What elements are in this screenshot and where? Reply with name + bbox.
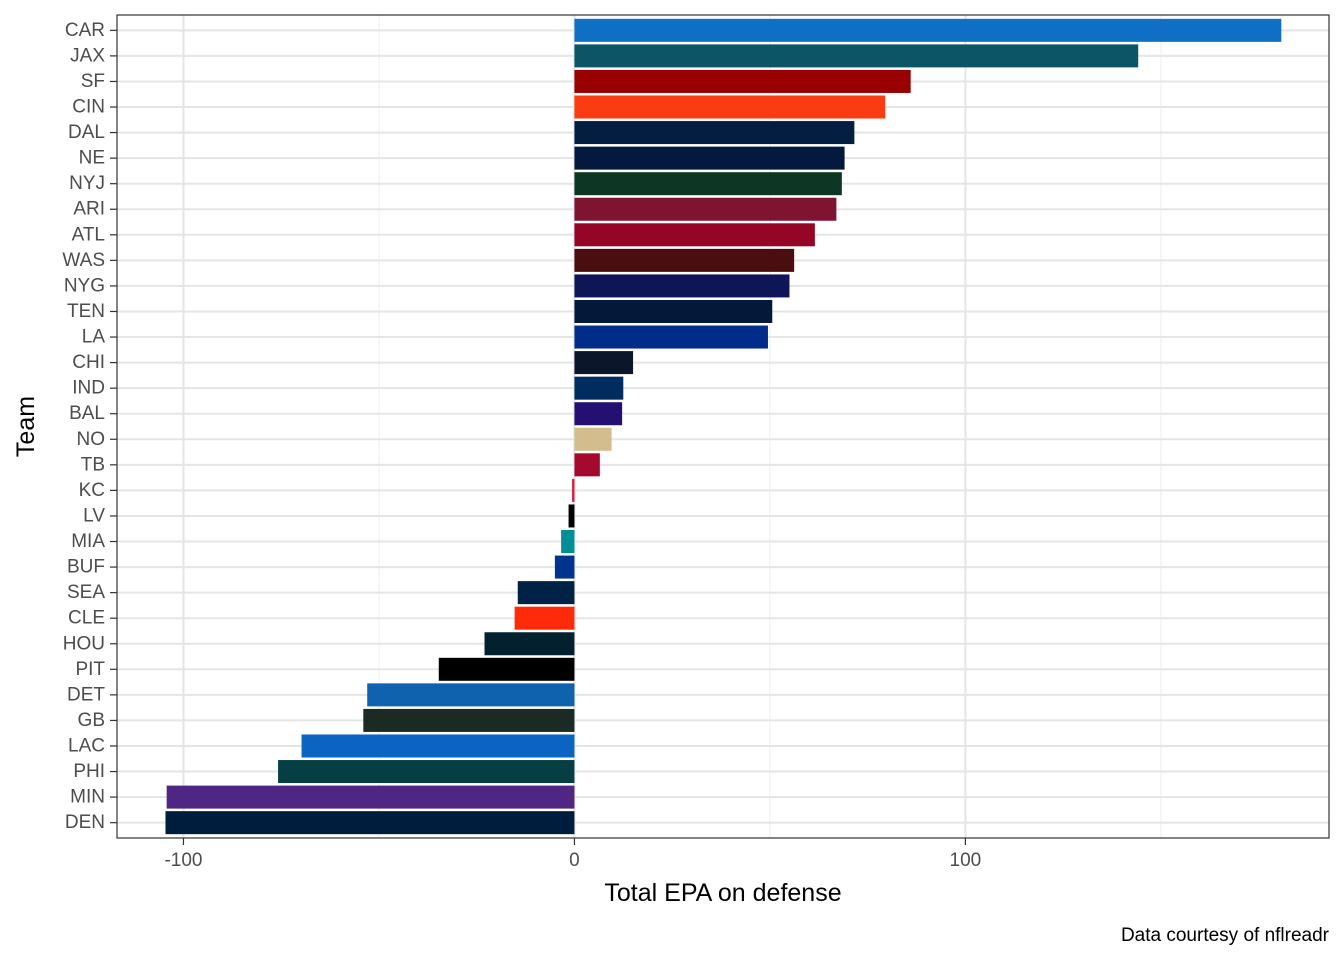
y-tick-label: JAX <box>70 45 105 66</box>
y-tick-label: ARI <box>73 199 105 220</box>
bar-sea <box>517 581 575 605</box>
bar-ari <box>574 197 837 221</box>
y-tick-label: NYG <box>64 275 105 296</box>
y-axis: CAR JAX SF CIN DAL NE NYJ ARI ATL WAS NYG TEN LA CHI I… <box>62 20 117 833</box>
bar-car <box>574 18 1282 42</box>
caption: Data courtesy of nflreadr <box>1121 925 1330 946</box>
bar-buf <box>554 555 575 579</box>
bar-sf <box>574 69 911 93</box>
y-tick-label: HOU <box>63 633 105 654</box>
bar-cle <box>514 606 575 630</box>
y-tick-label: TB <box>81 454 105 475</box>
y-tick-label: KC <box>79 480 105 501</box>
y-tick-label: TEN <box>67 301 105 322</box>
bar-lv <box>568 504 575 528</box>
y-tick-label: PIT <box>75 659 105 680</box>
y-tick-label: ATL <box>72 224 105 245</box>
x-tick-label: -100 <box>164 850 202 871</box>
bar-jax <box>574 44 1139 68</box>
bar-phi <box>278 760 575 784</box>
bar-gb <box>363 708 575 732</box>
bars <box>165 18 1282 835</box>
y-tick-label: IND <box>72 378 105 399</box>
y-tick-label: NYJ <box>69 173 105 194</box>
y-tick-label: CAR <box>65 20 105 41</box>
y-tick-label: CHI <box>72 352 105 373</box>
bar-atl <box>574 223 815 247</box>
bar-bal <box>574 402 623 426</box>
bar-ne <box>574 146 845 170</box>
y-tick-label: LV <box>83 505 105 526</box>
bar-kc <box>572 478 575 502</box>
x-tick-label: 100 <box>950 850 982 871</box>
y-tick-label: BAL <box>69 403 105 424</box>
bar-hou <box>484 632 575 656</box>
bar-min <box>166 785 575 809</box>
y-tick-label: SF <box>81 71 105 92</box>
y-tick-label: WAS <box>62 250 105 271</box>
y-tick-label: LAC <box>68 735 105 756</box>
bar-was <box>574 248 795 272</box>
y-tick-label: MIA <box>71 531 105 552</box>
bar-det <box>367 683 575 707</box>
bar-nyj <box>574 172 842 196</box>
bar-den <box>165 811 575 835</box>
y-tick-label: CIN <box>72 97 105 118</box>
x-axis-title: Total EPA on defense <box>604 879 841 907</box>
x-tick-label: 0 <box>569 850 580 871</box>
bar-no <box>574 427 612 451</box>
y-tick-label: LA <box>82 327 106 348</box>
bar-chi <box>574 351 634 375</box>
bar-la <box>574 325 768 349</box>
y-tick-label: PHI <box>73 761 105 782</box>
y-tick-label: NO <box>77 429 106 450</box>
bar-nyg <box>574 274 790 298</box>
bar-mia <box>561 530 575 554</box>
y-tick-label: DET <box>67 684 105 705</box>
x-axis: -100 0 100 <box>164 838 981 871</box>
y-tick-label: GB <box>78 710 105 731</box>
bar-pit <box>438 657 575 681</box>
bar-lac <box>301 734 575 758</box>
y-tick-label: SEA <box>67 582 105 603</box>
bar-ind <box>574 376 624 400</box>
y-tick-label: NE <box>79 148 105 169</box>
y-axis-title: Team <box>12 396 40 457</box>
y-tick-label: DAL <box>68 122 105 143</box>
y-tick-label: DEN <box>65 812 105 833</box>
bar-ten <box>574 299 773 323</box>
y-tick-label: MIN <box>70 787 105 808</box>
bar-dal <box>574 121 855 145</box>
bar-tb <box>574 453 600 477</box>
bar-cin <box>574 95 886 119</box>
y-tick-label: CLE <box>68 608 105 629</box>
y-tick-label: BUF <box>67 557 105 578</box>
panel-border <box>116 14 1330 839</box>
